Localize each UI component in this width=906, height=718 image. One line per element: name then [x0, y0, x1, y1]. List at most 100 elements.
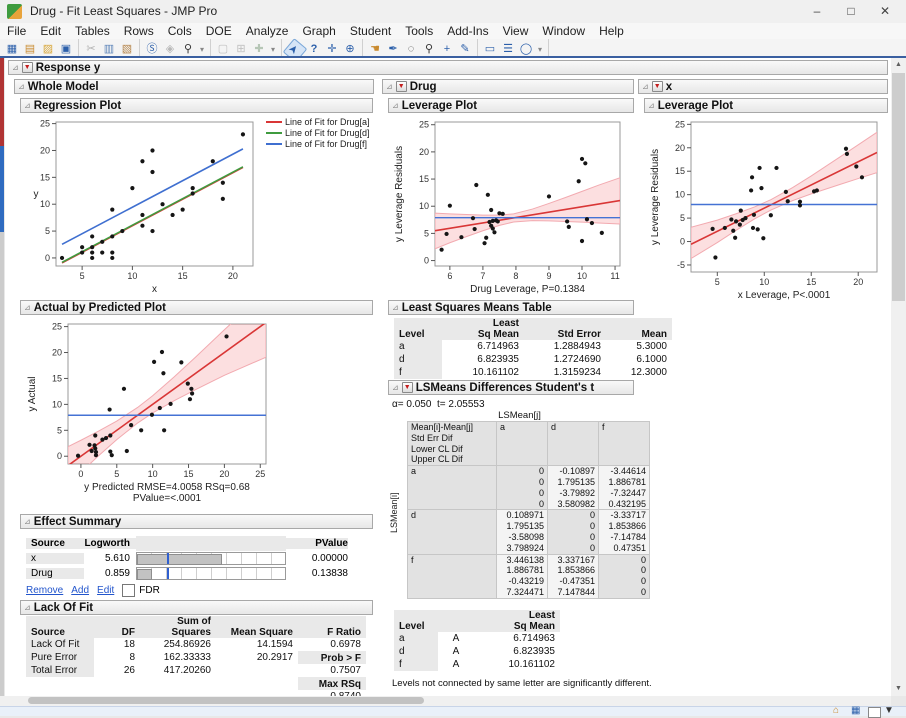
connecting-letters-footnote: Levels not connected by same letter are … — [392, 678, 652, 689]
disclosure-icon[interactable]: ⊿ — [648, 100, 655, 110]
vertical-scrollbar[interactable]: ▲ ▼ — [891, 58, 906, 696]
outline-lsmeans-differences[interactable]: ⊿ ▼ LSMeans Differences Student's t — [388, 380, 634, 395]
crosstab-value: 0 — [589, 510, 595, 521]
outline-lsmeans-table[interactable]: ⊿ Least Squares Means Table — [388, 300, 634, 315]
effect-add-link[interactable]: Add — [71, 585, 90, 596]
toolbar-group: ▢ ⊞ ✚ ▾ — [211, 39, 282, 56]
save-icon[interactable]: ▣ — [60, 43, 72, 55]
lasso-tool-icon[interactable]: ◌ — [407, 43, 415, 55]
open-icon[interactable]: ▨ — [42, 43, 54, 55]
scroll-down-icon[interactable]: ▼ — [895, 685, 902, 692]
crosstab-value: 3.798924 — [506, 542, 544, 553]
disclosure-icon[interactable]: ⊿ — [24, 302, 31, 312]
toolbar-overflow-icon[interactable]: ▾ — [199, 45, 204, 54]
outline-response[interactable]: ⊿ ▼ Response y — [8, 60, 888, 75]
menu-item-file[interactable]: File — [7, 24, 27, 38]
red-triangle-menu-icon[interactable]: ▼ — [21, 62, 33, 73]
effect-edit-link[interactable]: Edit — [97, 585, 115, 596]
copy-icon[interactable]: ▥ — [103, 43, 115, 55]
x-leverage-plot[interactable]: 5 10 15 20 -5 0 5 10 15 20 25 x Leverage, P<.0001 y … — [647, 114, 885, 306]
drug-leverage-plot[interactable]: 6 7 8 9 10 11 0 5 10 15 20 25 Drug Leverage, P=0.138… — [391, 114, 628, 300]
toolbar-overflow-icon[interactable]: ▾ — [270, 45, 275, 54]
disclosure-icon[interactable]: ⊿ — [24, 602, 31, 612]
table-cell: 8 — [129, 652, 135, 663]
disclosure-icon[interactable]: ⊿ — [24, 100, 31, 110]
minimize-button[interactable]: – — [813, 4, 821, 18]
move-tool-icon[interactable]: ✛ — [327, 43, 337, 55]
svg-text:10: 10 — [148, 469, 158, 479]
close-button[interactable]: ✕ — [879, 4, 891, 18]
outline-regression-plot[interactable]: ⊿ Regression Plot — [20, 98, 373, 113]
new-data-table-icon[interactable]: ▦ — [6, 43, 18, 55]
menu-item-graph[interactable]: Graph — [302, 24, 336, 38]
outline-effect-summary[interactable]: ⊿ Effect Summary — [20, 514, 373, 529]
new-journal-icon[interactable]: ▤ — [24, 43, 36, 55]
crosstab-cell: 3.446138 1.886781 -0.43219 7.324471 — [496, 553, 548, 599]
paste-icon[interactable]: ▧ — [121, 43, 133, 55]
outline-leverage-plot-x[interactable]: ⊿ Leverage Plot — [644, 98, 888, 113]
annotate-tool-icon[interactable]: ✎ — [460, 43, 470, 55]
disclosure-icon[interactable]: ⊿ — [24, 516, 31, 526]
red-triangle-menu-icon[interactable]: ▼ — [395, 81, 407, 92]
outline-lack-of-fit[interactable]: ⊿ Lack Of Fit — [20, 600, 373, 615]
disclosure-icon[interactable]: ⊿ — [642, 81, 649, 91]
search-icon[interactable]: ⚲ — [183, 43, 193, 55]
column-header: Sum of Squares — [140, 616, 216, 638]
maximize-button[interactable]: □ — [847, 4, 855, 18]
window-list-dropdown-icon[interactable]: ▼ — [884, 705, 894, 716]
data-table-window-icon[interactable]: ▦ — [851, 705, 861, 716]
window-checkbox[interactable] — [868, 707, 881, 718]
effect-logworth-header: Logworth — [84, 538, 136, 549]
line-annotation-icon[interactable]: ☰ — [503, 43, 513, 55]
horizontal-scrollbar[interactable] — [0, 696, 891, 706]
menu-item-help[interactable]: Help — [599, 24, 624, 38]
outline-actual-by-predicted[interactable]: ⊿ Actual by Predicted Plot — [20, 300, 373, 315]
disclosure-icon[interactable]: ⊿ — [386, 81, 393, 91]
help-tool-icon[interactable]: ? — [310, 43, 318, 55]
menu-item-rows[interactable]: Rows — [123, 24, 154, 38]
zoom-tool-icon[interactable]: ⚲ — [424, 43, 434, 55]
crosstab-value: -3.33717 — [610, 510, 646, 521]
vertical-scrollbar-thumb[interactable] — [892, 73, 905, 301]
menu-item-edit[interactable]: Edit — [40, 24, 62, 38]
text-annotation-icon[interactable]: ▭ — [484, 43, 496, 55]
globe-tool-icon[interactable]: ⊕ — [345, 43, 355, 55]
disclosure-icon[interactable]: ⊿ — [18, 81, 25, 91]
actual-by-predicted-plot[interactable]: 0 5 10 15 20 25 0 5 10 15 20 25 y Predicted RMSE=4.0… — [24, 316, 276, 502]
horizontal-scrollbar-thumb[interactable] — [28, 697, 424, 704]
menu-item-view[interactable]: View — [502, 24, 529, 38]
menu-item-addins[interactable]: Add-Ins — [447, 24, 489, 38]
outline-whole-model[interactable]: ⊿ Whole Model — [14, 79, 374, 94]
menu-item-tools[interactable]: Tools — [405, 24, 434, 38]
crosshair-tool-icon[interactable]: + — [443, 43, 451, 55]
home-window-icon[interactable]: ⌂ — [833, 705, 840, 716]
red-triangle-menu-icon[interactable]: ▼ — [401, 382, 413, 393]
recall-script-icon[interactable]: Ⓢ — [146, 43, 158, 55]
crosstab-value: -3.79892 — [559, 487, 595, 498]
red-triangle-menu-icon[interactable]: ▼ — [651, 81, 663, 92]
regression-plot[interactable]: 5 10 15 20 0 5 10 15 20 25 x y — [24, 114, 261, 296]
toolbar-overflow-icon[interactable]: ▾ — [537, 45, 542, 54]
title-bar[interactable]: Drug - Fit Least Squares - JMP Pro – □ ✕ — [0, 0, 906, 24]
outline-drug[interactable]: ⊿ ▼ Drug — [382, 79, 634, 94]
menu-item-student[interactable]: Student — [349, 24, 392, 38]
menu-item-tables[interactable]: Tables — [75, 24, 110, 38]
oval-annotation-icon[interactable]: ◯ — [519, 43, 533, 55]
disclosure-icon[interactable]: ⊿ — [392, 100, 399, 110]
disclosure-icon[interactable]: ⊿ — [392, 382, 399, 392]
outline-leverage-plot-drug[interactable]: ⊿ Leverage Plot — [388, 98, 634, 113]
hand-tool-icon[interactable]: ☚ — [370, 43, 380, 55]
table-cell — [216, 677, 298, 690]
outline-x[interactable]: ⊿ ▼ x — [638, 79, 888, 94]
disclosure-icon[interactable]: ⊿ — [392, 302, 399, 312]
menu-item-cols[interactable]: Cols — [167, 24, 192, 38]
effect-remove-link[interactable]: Remove — [26, 585, 64, 596]
menu-item-analyze[interactable]: Analyze — [245, 24, 289, 38]
fdr-checkbox[interactable] — [122, 584, 136, 597]
disclosure-icon[interactable]: ⊿ — [12, 62, 19, 72]
lsmeans-differences-matrix: Mean[i]-Mean[j] Std Err Dif Lower CL Dif Up… — [407, 420, 650, 599]
scroll-up-icon[interactable]: ▲ — [895, 61, 902, 68]
menu-item-window[interactable]: Window — [542, 24, 586, 38]
menu-item-doe[interactable]: DOE — [205, 24, 232, 38]
brush-tool-icon[interactable]: ✒ — [388, 43, 398, 55]
